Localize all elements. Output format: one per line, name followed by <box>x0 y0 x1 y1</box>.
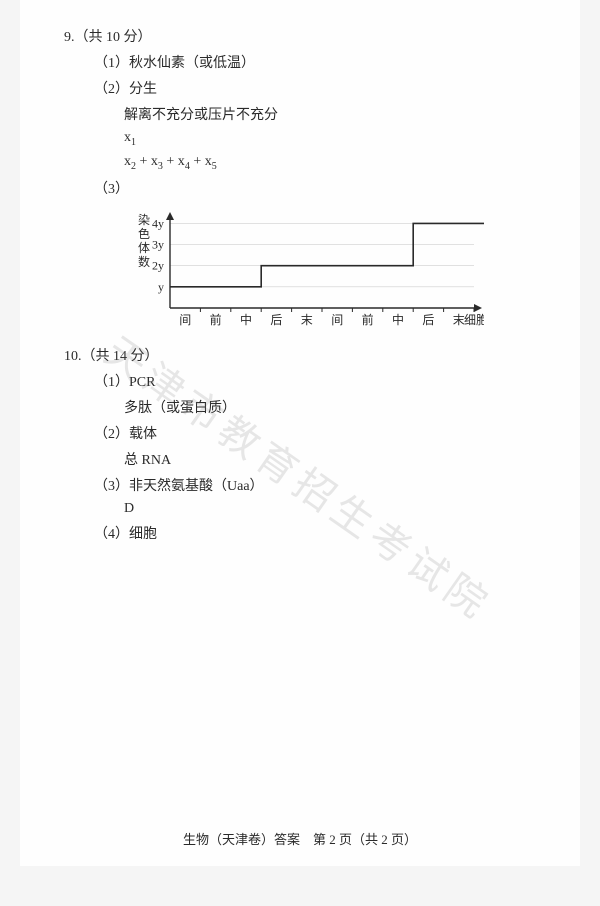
svg-text:3y: 3y <box>152 237 164 251</box>
chart-svg: y 2y 3y 4y 间 前 中 后 末 间 前 中 后 末 染色体数细胞周期 <box>124 204 484 334</box>
q9-a3: （3） <box>94 178 560 198</box>
q9-a2b: 解离不充分或压片不充分 <box>124 104 560 124</box>
q10-header: 10.（共 14 分） <box>64 345 560 365</box>
q9-a1: （1）秋水仙素（或低温） <box>94 52 560 72</box>
svg-text:细胞周期: 细胞周期 <box>464 313 484 327</box>
svg-text:前: 前 <box>362 312 374 327</box>
svg-text:y: y <box>158 279 164 293</box>
q9-a2: （2）分生 <box>94 78 560 98</box>
q9-a2c: x1 <box>124 130 560 148</box>
page-footer: 生物（天津卷）答案 第 2 页（共 2 页） <box>40 829 560 848</box>
svg-text:间: 间 <box>179 313 191 327</box>
q10-a3: （3）非天然氨基酸（Uaa） <box>94 475 560 495</box>
svg-text:2y: 2y <box>152 258 164 272</box>
q9-a2d: x2 + x3 + x4 + x5 <box>124 154 560 172</box>
svg-text:4y: 4y <box>152 216 164 230</box>
q10-a2b: 总 RNA <box>124 449 560 469</box>
q9-header: 9.（共 10 分） <box>64 26 560 46</box>
svg-text:中: 中 <box>392 312 404 327</box>
svg-text:中: 中 <box>240 312 252 327</box>
svg-text:体: 体 <box>138 241 150 255</box>
q10-a4: （4）细胞 <box>94 523 560 543</box>
svg-text:前: 前 <box>210 312 222 327</box>
svg-text:染: 染 <box>138 212 150 227</box>
chromosome-chart: y 2y 3y 4y 间 前 中 后 末 间 前 中 后 末 染色体数细胞周期 <box>124 204 560 339</box>
q10-a1: （1）PCR <box>94 371 560 391</box>
svg-text:末: 末 <box>453 313 465 327</box>
svg-text:后: 后 <box>270 313 282 327</box>
svg-text:间: 间 <box>331 313 343 327</box>
q10-a1b: 多肽（或蛋白质） <box>124 397 560 417</box>
svg-text:色: 色 <box>138 227 150 241</box>
svg-text:末: 末 <box>301 313 313 327</box>
svg-text:数: 数 <box>138 254 150 269</box>
q10-a2: （2）载体 <box>94 423 560 443</box>
q10-a3b: D <box>124 501 560 517</box>
svg-text:后: 后 <box>422 313 434 327</box>
